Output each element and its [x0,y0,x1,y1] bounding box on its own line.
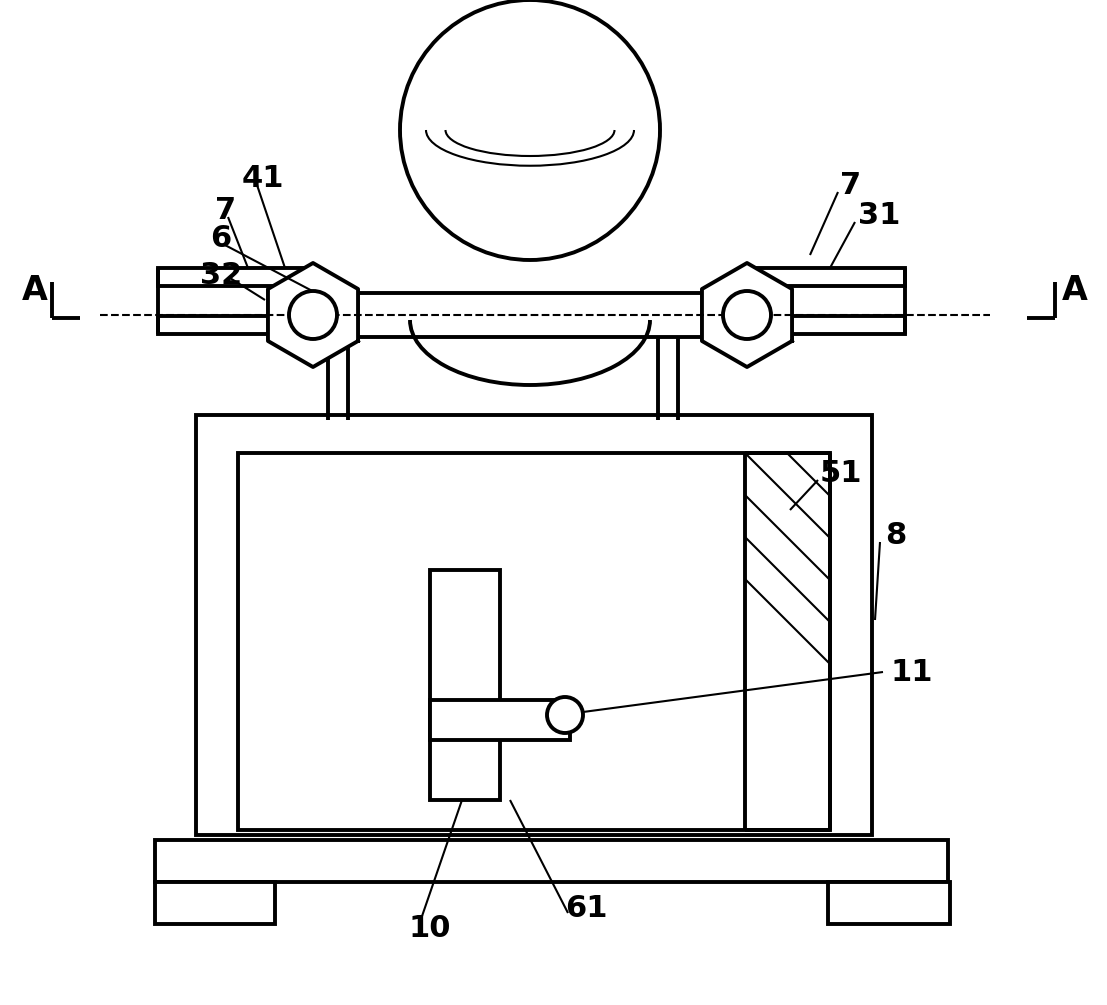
Bar [155,840,948,882]
Circle shape [289,291,337,339]
Text: 7: 7 [840,171,861,200]
Text: 10: 10 [408,914,451,943]
Text: 41: 41 [242,164,284,193]
Circle shape [400,0,660,260]
Bar [828,882,950,924]
Bar [155,882,275,924]
Text: 61: 61 [565,893,608,923]
Polygon shape [268,263,358,367]
Bar [158,268,318,286]
Text: 6: 6 [210,223,231,252]
Text: A: A [1062,273,1088,307]
Circle shape [547,697,583,733]
Bar [430,700,570,740]
Text: 11: 11 [890,657,932,686]
Bar [742,316,906,334]
Circle shape [723,291,770,339]
Text: 31: 31 [858,201,900,229]
Bar [315,293,755,337]
Text: 1: 1 [581,33,602,62]
Text: 8: 8 [884,521,907,550]
Bar [430,570,500,800]
Bar [742,268,906,286]
Text: A: A [22,273,48,307]
Text: 51: 51 [820,458,862,487]
Text: 32: 32 [200,260,242,289]
Text: 7: 7 [215,196,236,224]
Bar [158,316,318,334]
Bar [238,453,830,830]
Polygon shape [702,263,792,367]
Bar [196,415,872,835]
